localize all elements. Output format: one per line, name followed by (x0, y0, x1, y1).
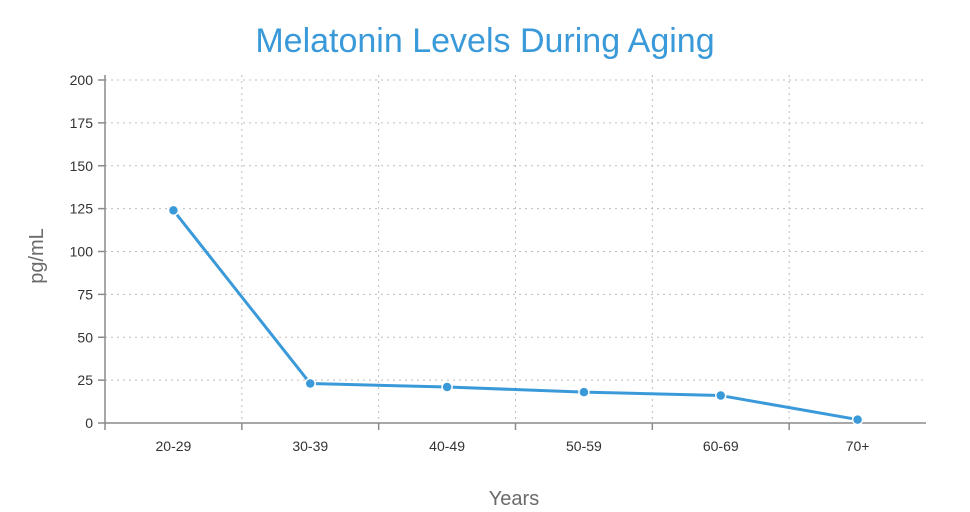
y-axis-title: pg/mL (26, 228, 48, 284)
x-tick-label: 60-69 (703, 438, 739, 454)
x-tick-label: 30-39 (292, 438, 328, 454)
data-point[interactable] (578, 386, 590, 398)
x-tick-label: 70+ (846, 438, 870, 454)
y-tick-label: 150 (70, 158, 94, 174)
data-point[interactable] (715, 389, 727, 402)
y-tick-label: 100 (70, 244, 94, 260)
y-tick-labels: 0 25 50 75 100 125 150 175 200 (70, 72, 105, 431)
x-tick-label: 20-29 (156, 438, 192, 454)
series-line (172, 209, 858, 422)
y-tick-label: 75 (77, 286, 93, 302)
y-tick-label: 50 (77, 329, 93, 345)
y-tick-label: 125 (70, 201, 94, 217)
x-tick-labels: 20-29 30-39 40-49 50-59 60-69 70+ (104, 423, 870, 454)
y-tick-label: 200 (70, 72, 94, 88)
chart-title: Melatonin Levels During Aging (255, 22, 714, 60)
y-tick-label: 25 (77, 372, 93, 388)
data-point[interactable] (167, 204, 180, 217)
x-tick-label: 50-59 (566, 438, 602, 454)
y-tick-label: 0 (85, 415, 93, 431)
y-tick-label: 175 (70, 115, 94, 131)
data-point[interactable] (851, 413, 864, 426)
series (167, 204, 864, 426)
grid-lines (105, 75, 926, 423)
data-point[interactable] (441, 381, 453, 393)
data-point[interactable] (304, 377, 316, 390)
x-axis-title: Years (489, 488, 539, 510)
x-tick-label: 40-49 (429, 438, 465, 454)
